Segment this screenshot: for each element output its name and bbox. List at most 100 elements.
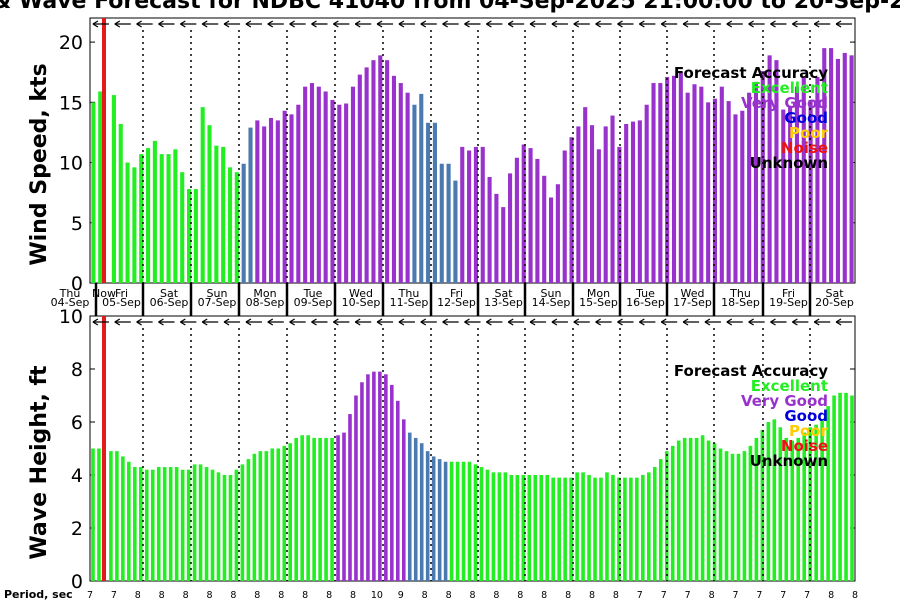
direction-arrow-head [267,318,274,326]
direction-arrow-head [682,318,689,326]
data-bar [651,83,656,283]
day-name: Mon [587,287,610,300]
data-bar [432,122,437,283]
data-bar [652,467,657,581]
data-bar [372,371,376,581]
data-bar [453,180,458,283]
direction-arrow-head [354,318,361,326]
period-value: 8 [517,590,523,600]
direction-arrow-head [770,20,776,28]
direction-arrow-head [245,20,252,28]
wind-speed-panel: 0 5 10 15 20 Wind Speed, kts Forecast Accuracy… [27,17,856,295]
period-value: 7 [661,590,667,600]
direction-arrow-head [792,20,798,28]
direction-arrow-head [617,318,623,326]
data-bar [521,144,526,283]
data-bar [599,477,603,581]
data-bar [312,437,316,581]
data-bar [264,451,269,581]
direction-arrow-head [267,20,274,28]
data-bar [115,451,119,581]
day-name: Wed [681,287,705,300]
data-bar [364,67,369,283]
data-bar [664,451,669,581]
day-name: Fri [782,287,795,300]
period-value: 8 [135,590,141,600]
data-bar [593,477,597,581]
data-bar [508,173,513,283]
data-bar [309,83,315,283]
data-bar [398,83,403,283]
day-labels: Thu04-SepFri05-SepSat06-SepSun07-SepMon0… [51,283,854,316]
day-name: Sat [825,287,844,300]
plot-frame [89,315,856,582]
direction-arrow-head [704,318,711,326]
data-bar [617,477,621,581]
day-date: 20-Sep [815,296,854,309]
data-bar [767,55,772,284]
data-bar [162,467,167,581]
data-bar [316,86,321,283]
direction-arrow-head [311,20,317,28]
legend-item: Noise [781,437,828,455]
data-bar [637,120,642,283]
data-bar [371,60,376,283]
day-name: Tue [303,287,323,300]
data-bar [514,157,519,283]
data-bar [603,126,608,283]
direction-arrow-head [486,318,492,326]
data-bar [228,475,233,581]
data-bar [610,115,615,283]
data-bar [635,477,639,581]
legend-item: Noise [781,139,828,157]
data-bar [542,175,547,283]
data-bar [589,125,595,283]
data-bar [630,121,636,283]
data-bar [539,475,544,581]
direction-arrow-head [507,318,514,326]
data-bar [234,469,239,581]
y-tick-label: 20 [59,32,83,54]
data-bar [790,440,795,581]
period-value: 7 [111,590,117,600]
data-bar [186,469,191,581]
period-value: 7 [804,590,810,600]
data-bar [330,99,335,283]
data-bar [747,92,752,284]
y-tick-label: 15 [59,92,83,114]
data-bar [754,437,759,581]
direction-arrow-head [92,20,99,28]
data-bar [91,448,95,581]
data-bar [509,475,514,581]
period-value: 8 [613,590,619,600]
direction-arrow-head [551,318,558,326]
data-bar [629,477,633,581]
y-tick-label: 2 [71,518,83,540]
day-name: Sun [207,287,228,300]
data-bar [152,140,157,283]
data-bar [294,437,298,581]
data-bar [576,126,581,283]
data-bar [270,448,275,581]
data-bar [125,162,130,283]
period-value: 8 [493,590,499,600]
data-bar [446,163,451,283]
data-bar [133,467,137,581]
day-date: 11-Sep [390,296,429,309]
direction-arrow-head [92,318,99,326]
direction-arrow-head [354,20,361,28]
direction-arrow-head [223,20,230,28]
period-value: 8 [422,590,428,600]
period-value: 8 [852,590,858,600]
direction-arrow-head [333,20,339,28]
data-bar [200,107,205,283]
data-bar [479,467,484,581]
data-bar [443,461,448,581]
data-bar [605,472,609,581]
period-value: 8 [159,590,165,600]
day-date: 19-Sep [769,296,808,309]
data-bar [330,437,334,581]
data-bar [753,81,759,283]
data-bar [736,453,741,581]
